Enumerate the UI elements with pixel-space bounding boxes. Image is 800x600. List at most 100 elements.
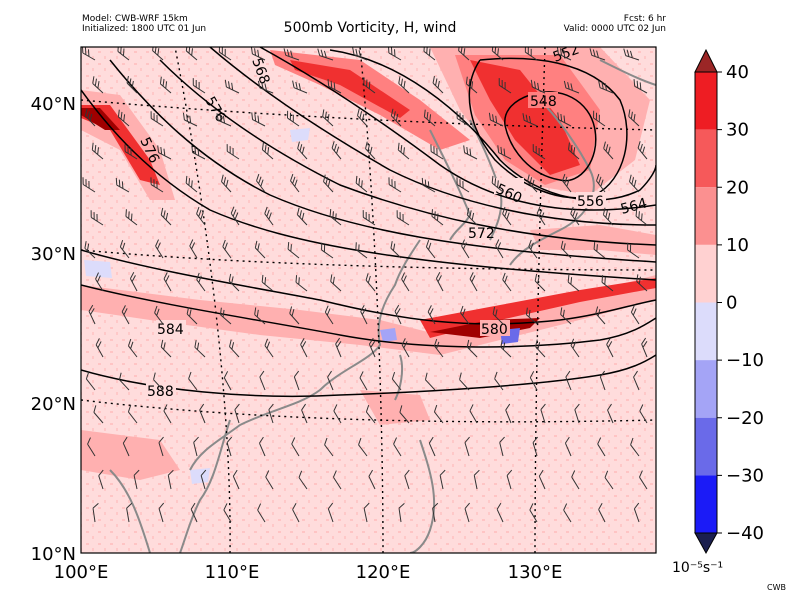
wind-barb-shape [154,305,164,325]
wind-barb-shape [251,112,266,127]
wind-barb [223,503,232,523]
wind-barb-shape [362,210,376,226]
wind-barb-shape [401,338,410,358]
wind-barb [456,177,470,193]
wind-barb [287,242,300,259]
parallel-20n [81,399,656,423]
wind-barb-shape [333,404,342,424]
wind-barb [368,469,376,490]
wind-barb-shape [335,337,342,358]
vort-patch-neg-e [190,468,210,484]
wind-barb [636,274,648,292]
wind-barb-shape [322,109,334,127]
contour-label-572: 572 [468,226,495,242]
wind-barb [499,436,505,457]
wind-barb [88,304,96,325]
wind-barb-shape [355,175,368,193]
wind-barb-shape [189,239,198,259]
wind-barb-shape [93,405,104,424]
wind-barb-shape [491,175,504,193]
map-title: 500mb Vorticity, H, wind [283,20,457,36]
wind-barb-shape [433,404,444,424]
vort-patch-northeast-max [470,60,580,175]
wind-barb-shape [530,79,546,94]
wind-barb-shape [186,306,198,325]
wind-barb-shape [287,242,300,259]
wind-barb [466,339,478,358]
wind-barb [502,272,512,292]
wind-barb [529,503,538,523]
wind-barb-shape [118,372,130,391]
wind-barb-shape [265,470,274,490]
colorbar: 40 30 20 10 0 −10 −20 −30 −40 [694,48,764,555]
wind-barb [570,206,580,226]
wind-barb [188,371,198,391]
header-left: Model: CWB-WRF 15km Initialized: 1800 UT… [82,14,206,34]
wind-barb [535,339,546,358]
vort-patch-south [81,430,180,480]
wind-barb [399,405,410,424]
wind-barb [292,80,308,94]
wind-barb-shape [397,142,410,160]
contour-label-580: 580 [481,322,508,338]
wind-barb [118,372,130,391]
wind-barb-shape [497,145,512,160]
wind-barb-shape [293,370,300,391]
lon-label-110: 110°E [205,562,260,583]
wind-barb-shape [394,304,402,325]
wind-barb-shape [390,241,402,259]
colorbar-tick-label: 40 [726,62,749,83]
map-area: 576 576 548 552 560 556 564 572 584 580 … [81,47,656,553]
wind-barb [192,78,206,94]
wind-barb [261,142,274,160]
map-frame [80,46,657,554]
wind-barb-shape [567,142,580,160]
wind-barb-shape [388,177,402,193]
wind-barb [469,272,478,292]
wind-barb [603,141,614,160]
wind-barb [153,372,164,391]
meridian-120e [359,47,384,553]
wind-barb [528,239,538,259]
wind-barb [534,273,546,292]
wind-barb [574,403,580,424]
colorbar-tick-label: 0 [726,293,737,314]
contour-560 [259,47,656,211]
wind-barb [431,209,444,226]
wind-barb-shape [194,340,206,358]
wind-barb-shape [404,469,410,490]
wind-barb [291,437,300,457]
border-inland-a [109,469,151,553]
wind-barb-shape [291,437,300,457]
colorbar-unit: 10⁻⁵s⁻¹ [672,560,724,576]
wind-barb [257,80,274,94]
wind-barb [251,112,266,127]
wind-barb-shape [352,47,368,61]
wind-barb-shape [357,108,368,127]
wind-barb-shape [153,372,164,391]
wind-barb-shape [593,242,606,259]
wind-barb-shape [254,240,266,259]
wind-barb-shape [115,177,130,193]
lon-label-120: 120°E [356,562,411,583]
wind-barb [401,272,410,292]
wind-barb [589,48,606,61]
wind-barb-shape [91,142,104,160]
wind-barb [300,338,308,358]
wind-barb-shape [633,79,648,94]
wind-barb-shape [323,174,334,193]
wind-barb [259,370,266,391]
wind-barb [388,177,402,193]
wind-barb [597,437,606,457]
wind-barb-shape [529,371,538,391]
wind-barb-shape [492,306,504,325]
wind-barb [117,109,130,127]
wind-barb [497,145,512,160]
wind-barb-shape [635,209,648,226]
wind-barb [630,305,640,325]
wind-barb [81,47,96,61]
wind-barb [230,206,240,226]
wind-barb-shape [630,305,640,325]
wind-barb [469,404,478,424]
wind-barb-shape [571,470,580,490]
